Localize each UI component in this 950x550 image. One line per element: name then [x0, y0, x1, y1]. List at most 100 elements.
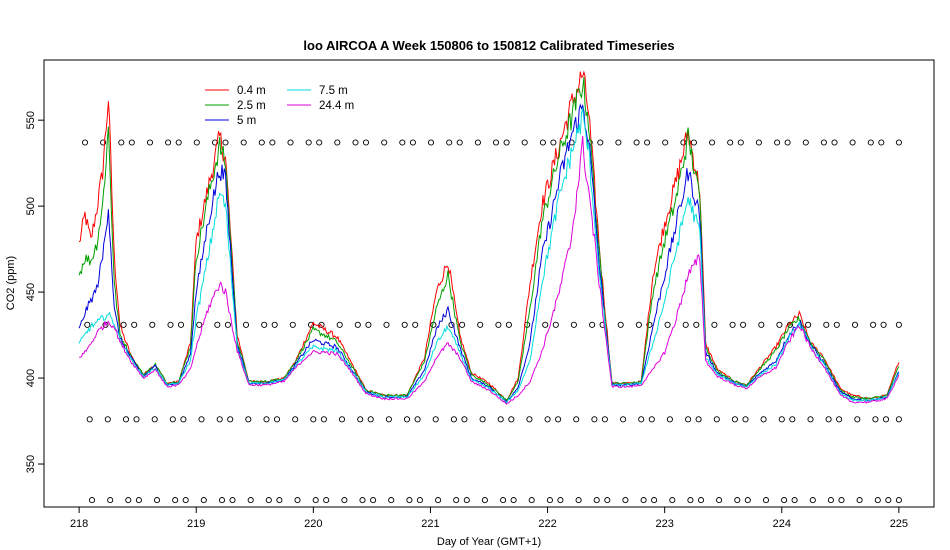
marker-point: [617, 321, 624, 328]
marker-point: [856, 497, 863, 504]
marker-point: [128, 139, 135, 146]
marker-point: [247, 497, 254, 504]
marker-point: [546, 497, 553, 504]
marker-point: [874, 497, 881, 504]
marker-point: [435, 497, 442, 504]
marker-point: [713, 416, 720, 423]
marker-point: [895, 321, 902, 328]
marker-point: [401, 321, 408, 328]
marker-point: [131, 321, 138, 328]
legend-label: 2.5 m: [237, 100, 266, 112]
series-line-24-4-m: [79, 135, 900, 405]
marker-point: [403, 416, 411, 423]
marker-point: [648, 416, 655, 423]
x-tick-label: 223: [655, 518, 673, 530]
marker-point: [100, 139, 107, 146]
marker-point: [666, 416, 673, 423]
marker-point: [539, 139, 546, 146]
marker-point: [362, 139, 370, 146]
marker-point: [827, 497, 834, 504]
marker-point: [169, 416, 176, 423]
marker-point: [575, 497, 582, 504]
marker-point: [878, 139, 885, 146]
marker-point: [84, 321, 91, 328]
marker-point: [316, 139, 323, 146]
marker-point: [269, 139, 276, 146]
series-line-2-5-m: [78, 77, 900, 401]
marker-point: [193, 139, 200, 146]
marker-point: [399, 139, 406, 146]
marker-point: [791, 497, 798, 504]
x-tick-label: 219: [187, 518, 205, 530]
marker-point: [758, 321, 765, 328]
series-line-0-4-m: [78, 70, 900, 402]
marker-point: [310, 416, 317, 423]
marker-point: [880, 321, 887, 328]
marker-point: [446, 139, 453, 146]
marker-point: [459, 321, 466, 328]
marker-point: [381, 139, 388, 146]
marker-point: [107, 497, 114, 504]
marker-point: [836, 416, 843, 423]
marker-point: [359, 497, 366, 504]
marker-point: [149, 321, 156, 328]
marker-point: [895, 497, 902, 504]
marker-point: [731, 416, 738, 423]
marker-point: [227, 416, 234, 423]
marker-point: [568, 139, 575, 146]
y-axis-label: CO2 (ppm): [5, 256, 17, 310]
marker-point: [218, 497, 226, 504]
marker-point: [461, 416, 468, 423]
marker-point: [318, 321, 325, 328]
marker-point: [640, 497, 647, 504]
marker-point: [644, 139, 651, 146]
y-tick-label: 550: [25, 111, 37, 129]
marker-point: [615, 139, 622, 146]
marker-point: [479, 416, 486, 423]
marker-point: [292, 416, 299, 423]
marker-point: [180, 416, 187, 423]
marker-point: [737, 139, 744, 146]
marker-point: [690, 139, 697, 146]
marker-point: [135, 497, 142, 504]
marker-point: [492, 139, 500, 146]
x-axis-label: Day of Year (GMT+1): [437, 536, 541, 548]
marker-point: [474, 139, 481, 146]
marker-point: [481, 497, 488, 504]
marker-point: [774, 139, 781, 146]
marker-point: [224, 321, 231, 328]
marker-point: [354, 321, 361, 328]
marker-point: [711, 321, 718, 328]
marker-point: [809, 497, 816, 504]
marker-point: [669, 497, 676, 504]
marker-point: [544, 416, 551, 423]
marker-point: [778, 416, 785, 423]
marker-point: [367, 416, 374, 423]
legend-label: 24.4 m: [319, 100, 354, 112]
marker-point: [651, 497, 658, 504]
marker-point: [552, 321, 559, 328]
marker-point: [432, 416, 439, 423]
marker-point: [740, 321, 747, 328]
marker-point: [276, 497, 283, 504]
marker-point: [885, 497, 892, 504]
marker-point: [450, 416, 457, 423]
marker-point: [895, 139, 902, 146]
marker-point: [825, 416, 832, 423]
marker-point: [357, 416, 364, 423]
marker-point: [664, 321, 671, 328]
marker-point: [687, 497, 694, 504]
y-tick-label: 400: [25, 369, 37, 387]
marker-point: [528, 497, 535, 504]
marker-point: [261, 321, 268, 328]
marker-point: [870, 321, 877, 328]
marker-point: [320, 416, 327, 423]
marker-point: [591, 416, 598, 423]
marker-point: [153, 497, 161, 504]
marker-point: [776, 321, 783, 328]
x-tick-label: 221: [421, 518, 439, 530]
marker-point: [287, 139, 294, 146]
marker-point: [104, 416, 111, 423]
y-tick-label: 350: [25, 455, 37, 473]
x-axis: 218 219 220 221 222 223 224 225: [70, 507, 908, 530]
